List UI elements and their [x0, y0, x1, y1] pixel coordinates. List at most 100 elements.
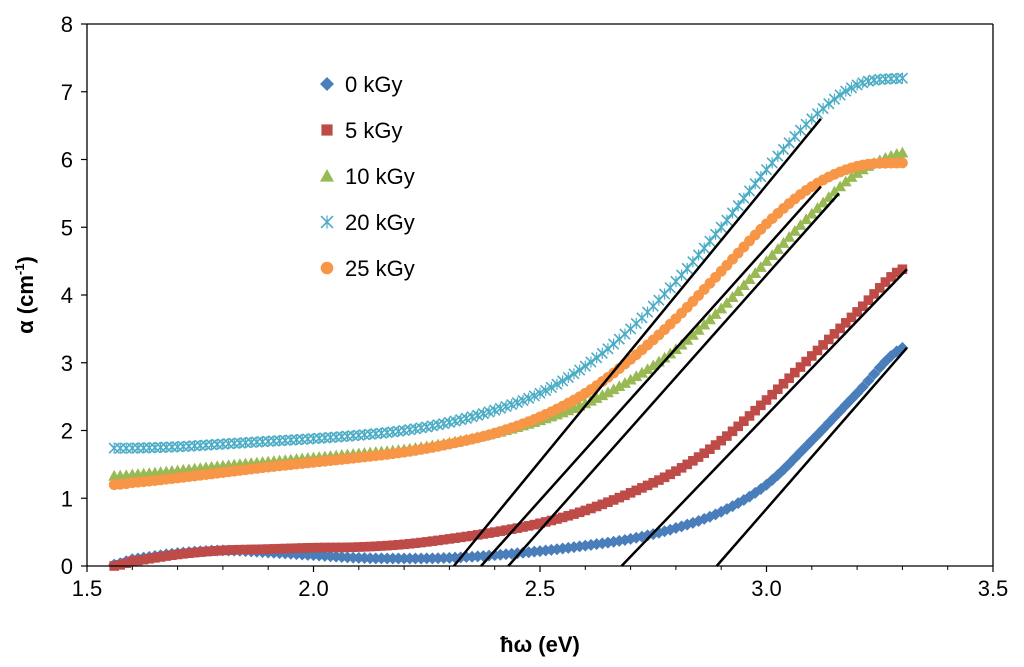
- legend-marker: [320, 261, 334, 275]
- data-point: [744, 411, 755, 421]
- data-point: [138, 554, 149, 565]
- data-point: [246, 544, 257, 555]
- data-point: [851, 167, 864, 178]
- data-point: [206, 546, 217, 556]
- y-axis-label-base: α (cm: [13, 275, 38, 334]
- data-point: [489, 527, 500, 537]
- data-point: [614, 492, 625, 503]
- data-point: [551, 378, 563, 390]
- data-point: [438, 534, 449, 545]
- data-point: [698, 242, 710, 254]
- data-point: [777, 237, 790, 248]
- data-point: [620, 490, 630, 501]
- data-point: [365, 541, 375, 552]
- y-tick-label: 4: [61, 283, 73, 308]
- data-point: [766, 249, 779, 260]
- data-point: [738, 192, 750, 204]
- legend: 0 kGy 5 kGy 10 kGy 20 kGy 25 kGy: [320, 72, 415, 281]
- legend-item: 20 kGy: [320, 210, 415, 235]
- data-point: [818, 340, 828, 350]
- legend-label: 5 kGy: [345, 118, 402, 143]
- data-point: [201, 546, 211, 557]
- data-point: [608, 495, 619, 505]
- data-point: [613, 380, 626, 392]
- data-point: [767, 389, 777, 400]
- x-tick-label: 2.5: [525, 576, 556, 601]
- fit-line: [480, 185, 822, 567]
- y-tick-label: 5: [61, 215, 73, 240]
- legend-item: 10 kGy: [320, 164, 415, 189]
- data-point: [585, 356, 597, 368]
- data-point: [501, 525, 511, 535]
- y-ticks: 0 1 2 3 4 5 6 7 8: [61, 12, 87, 579]
- data-point: [601, 386, 614, 398]
- data-point: [563, 510, 574, 521]
- data-point: [552, 514, 562, 524]
- legend-marker: [321, 124, 333, 136]
- data-point: [354, 542, 364, 552]
- data-point: [715, 221, 727, 233]
- data-point: [710, 440, 721, 450]
- data-point: [240, 544, 251, 555]
- data-point: [545, 381, 557, 394]
- data-point: [331, 542, 341, 553]
- data-point: [880, 277, 891, 287]
- data-point: [773, 384, 783, 395]
- data-point: [399, 539, 409, 550]
- data-point: [749, 177, 761, 190]
- data-point: [733, 421, 743, 432]
- data-point: [518, 522, 528, 532]
- data-point: [846, 312, 857, 323]
- data-point: [540, 517, 551, 527]
- y-tick-label: 2: [61, 419, 73, 444]
- data-point: [783, 230, 796, 242]
- data-point: [726, 291, 739, 302]
- legend-item: 0 kGy: [320, 72, 402, 97]
- x-tick-label: 1.5: [72, 576, 103, 601]
- data-point: [886, 272, 896, 282]
- y-tick-label: 1: [61, 486, 73, 511]
- data-point: [716, 435, 726, 446]
- data-point: [835, 323, 845, 334]
- data-point: [823, 334, 834, 345]
- legend-item: 5 kGy: [321, 118, 402, 143]
- data-point: [693, 452, 704, 462]
- data-point: [484, 528, 494, 538]
- data-point: [732, 285, 745, 297]
- data-point: [607, 383, 620, 395]
- data-point: [829, 329, 840, 339]
- data-point: [771, 243, 784, 254]
- data-point: [528, 390, 541, 402]
- data-point: [703, 313, 716, 325]
- data-point: [223, 545, 234, 555]
- y-tick-label: 6: [61, 148, 73, 173]
- data-point: [382, 540, 392, 551]
- series-20-kgy: [108, 72, 909, 454]
- y-tick-label: 8: [61, 12, 73, 37]
- data-point: [896, 146, 909, 158]
- data-point: [721, 214, 733, 226]
- data-point: [625, 488, 636, 498]
- data-point: [682, 459, 693, 470]
- data-point: [862, 374, 875, 387]
- data-point: [308, 542, 319, 553]
- data-point: [539, 384, 552, 397]
- data-point: [229, 545, 240, 555]
- data-point: [133, 555, 143, 566]
- data-point: [732, 199, 744, 212]
- data-point: [127, 556, 138, 567]
- data-point: [195, 547, 206, 557]
- data-series: [108, 72, 909, 571]
- data-point: [291, 543, 302, 553]
- data-point: [754, 261, 767, 272]
- data-point: [845, 171, 858, 182]
- data-point: [184, 548, 194, 559]
- data-point: [325, 542, 336, 553]
- data-point: [586, 503, 596, 514]
- x-axis-label: ħω (eV): [500, 632, 580, 657]
- data-point: [659, 472, 670, 483]
- data-point: [688, 456, 698, 466]
- data-point: [856, 381, 869, 394]
- data-point: [427, 536, 438, 546]
- data-point: [807, 351, 817, 361]
